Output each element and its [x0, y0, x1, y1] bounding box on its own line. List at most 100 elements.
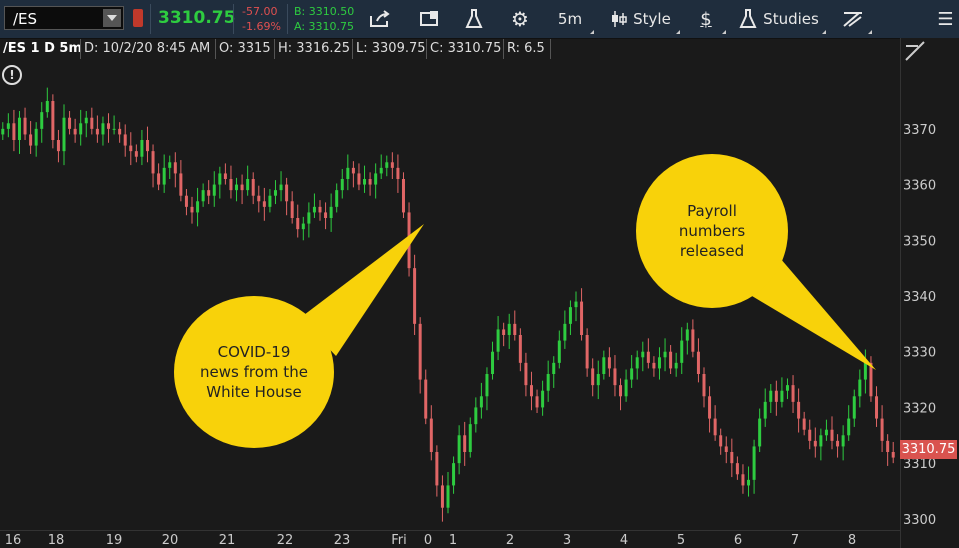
x-tick-label: 0	[424, 533, 432, 548]
payroll-callout-pointer	[752, 258, 876, 370]
last-price-tag: 3310.75	[900, 440, 957, 459]
price-type-button[interactable]: $	[688, 0, 724, 38]
candle-body	[112, 128, 116, 130]
candle-body	[312, 206, 316, 213]
y-tick-label: 3330	[903, 346, 936, 361]
dollar-icon: $	[700, 8, 712, 30]
candle-body	[568, 307, 572, 324]
candle-range: R: 6.5	[507, 41, 545, 56]
candle-body	[535, 396, 539, 408]
x-tick-label: 8	[848, 533, 856, 548]
candle-body	[351, 167, 355, 174]
candle-body	[379, 167, 383, 174]
candle-body	[479, 396, 483, 408]
candle-body	[29, 134, 33, 146]
candle-info-bar: /ES 1 D 5m D: 10/2/20 8:45 AM O: 3315 H:…	[0, 39, 900, 59]
candle-close: C: 3310.75	[430, 41, 502, 56]
candle-body	[691, 329, 695, 352]
candle-body	[886, 440, 890, 452]
candle-body	[301, 223, 305, 230]
candle-body	[457, 435, 461, 464]
candle-body	[863, 362, 867, 380]
lab-button[interactable]	[452, 0, 496, 38]
candle-high: H: 3316.25	[278, 41, 351, 56]
candle-body	[808, 429, 812, 441]
candle-body	[145, 140, 149, 152]
candle-body	[836, 440, 840, 447]
candle-body	[713, 418, 717, 436]
net-change: -57.00	[242, 5, 278, 18]
y-tick-label: 3310	[903, 457, 936, 472]
price-dropdown-icon	[722, 30, 726, 34]
x-tick-label: 21	[219, 533, 236, 548]
x-tick-label: 1	[449, 533, 457, 548]
candle-body	[574, 301, 578, 308]
info-divider	[215, 39, 216, 59]
drawing-icon	[843, 12, 862, 27]
timeframe-dropdown-icon	[590, 30, 594, 34]
candle-body	[847, 418, 851, 436]
candle-body	[51, 101, 55, 140]
chart-toolbar: /ES 3310.75 -57.00 -1.69% B: 3310.50 A: …	[0, 0, 959, 39]
info-divider	[80, 39, 81, 59]
candle-body	[390, 162, 394, 168]
candle-body	[34, 128, 38, 146]
flag-icon	[420, 11, 438, 26]
candle-body	[774, 390, 778, 402]
drawing-tools-button[interactable]	[836, 0, 870, 38]
settings-button[interactable]: ⚙	[498, 0, 542, 38]
alert-icon[interactable]: !	[2, 65, 22, 85]
candle-body	[752, 446, 756, 480]
share-button[interactable]	[358, 0, 402, 38]
candle-body	[580, 301, 584, 335]
candle-body	[780, 390, 784, 402]
candle-body	[1, 128, 5, 135]
candle-body	[184, 195, 188, 207]
x-tick-label: 22	[277, 533, 294, 548]
candle-body	[40, 112, 44, 129]
candle-body	[12, 123, 16, 140]
candle-body	[218, 173, 222, 185]
toolbar-divider	[233, 4, 234, 34]
menu-button[interactable]: ☰	[932, 0, 959, 38]
link-icon[interactable]	[133, 9, 143, 27]
studies-button[interactable]: Studies	[734, 0, 824, 38]
studies-label: Studies	[763, 10, 819, 28]
x-tick-label: 3	[563, 533, 571, 548]
symbol-input[interactable]: /ES	[4, 6, 124, 30]
candle-body	[663, 351, 667, 358]
payroll-callout: Payroll numbers released	[636, 154, 788, 308]
y-tick-label: 3370	[903, 123, 936, 138]
candle-date: D: 10/2/20 8:45 AM	[84, 41, 211, 56]
x-tick-label: 18	[48, 533, 65, 548]
candle-body	[357, 173, 361, 185]
symbol-dropdown-icon[interactable]	[103, 9, 121, 27]
candle-body	[385, 162, 389, 168]
price-axis-panel[interactable]	[900, 38, 959, 548]
candle-body	[646, 351, 650, 363]
toolbar-divider	[287, 4, 288, 34]
x-tick-label: 23	[334, 533, 351, 548]
candle-body	[129, 145, 133, 152]
candle-body	[246, 179, 250, 191]
candle-body	[173, 162, 177, 174]
y-tick-label: 3300	[903, 513, 936, 528]
candle-body	[797, 401, 801, 419]
candle-body	[641, 351, 645, 358]
y-tick-label: 3350	[903, 234, 936, 249]
x-tick-label: 19	[106, 533, 123, 548]
flag-button[interactable]	[408, 0, 452, 38]
candle-body	[118, 128, 122, 135]
style-button[interactable]: Style	[606, 0, 676, 38]
timeframe-button[interactable]: 5m	[550, 0, 590, 38]
info-divider	[352, 39, 353, 59]
candle-body	[602, 357, 606, 374]
x-tick-label: Fri	[391, 533, 407, 548]
candle-body	[340, 179, 344, 191]
candle-body	[802, 418, 806, 430]
payroll-callout-text: Payroll numbers released	[678, 202, 746, 260]
candle-body	[68, 117, 72, 129]
candle-body	[657, 357, 661, 369]
